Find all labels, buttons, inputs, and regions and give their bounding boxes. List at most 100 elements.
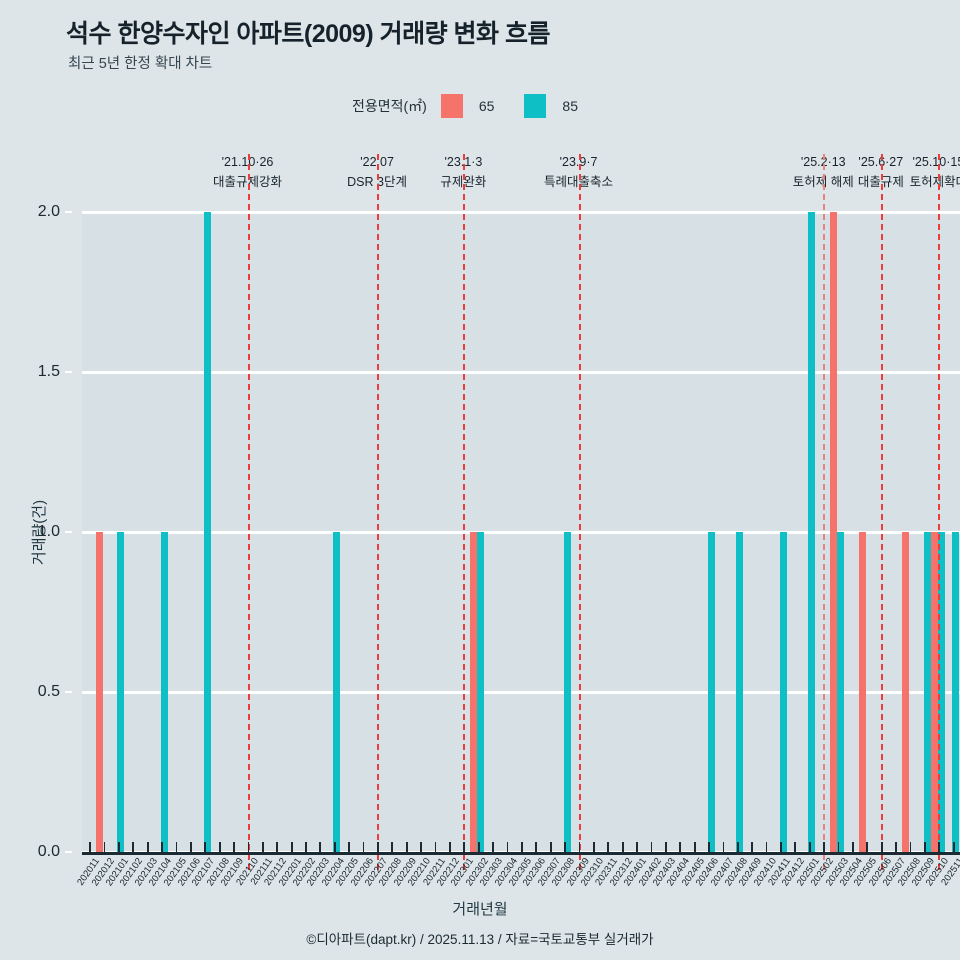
y-axis: 0.0 0.5 1.0 1.5 2.0 xyxy=(0,203,72,860)
x-tick-mark xyxy=(233,842,235,853)
bar-65-202510[interactable] xyxy=(930,532,938,852)
x-tick-mark xyxy=(247,842,250,853)
x-tick-mark xyxy=(89,842,91,853)
x-tick-mark xyxy=(866,842,869,853)
x-axis-line xyxy=(82,852,960,855)
x-tick-mark xyxy=(650,842,653,853)
x-tick-mark xyxy=(909,842,912,853)
legend-label-65: 65 xyxy=(478,98,495,114)
x-tick-mark xyxy=(621,842,624,853)
x-tick-mark xyxy=(722,842,725,853)
x-tick-mark xyxy=(189,842,192,853)
footer-note: ©디아파트(dapt.kr) / 2025.11.13 / 자료=국토교통부 실… xyxy=(306,932,654,947)
y-tick-label: 0.0 xyxy=(37,843,60,860)
x-tick-mark xyxy=(377,842,379,853)
x-tick-mark xyxy=(938,842,941,853)
bar-65-202302[interactable] xyxy=(470,532,478,852)
bar-85-202204[interactable] xyxy=(333,532,341,852)
x-tick-mark xyxy=(736,842,739,853)
bar-85-202308[interactable] xyxy=(563,532,571,852)
x-tick-mark xyxy=(765,842,768,853)
x-tick-mark xyxy=(276,842,279,853)
x-tick-mark xyxy=(204,842,207,853)
x-tick-mark xyxy=(837,842,840,853)
bar-65-202503[interactable] xyxy=(830,212,838,852)
legend: 전용면적(㎡) 65 85 xyxy=(0,94,960,118)
legend-item-65[interactable]: 65 xyxy=(440,94,525,118)
event-date: '25.10·15 xyxy=(912,155,960,169)
x-tick-mark xyxy=(218,842,221,853)
bar-85-202411[interactable] xyxy=(779,532,787,852)
event-line-202510 xyxy=(938,154,941,870)
event-annotation-202510: '25.10·15 토허제확대 xyxy=(910,152,960,192)
bar-85-202107[interactable] xyxy=(203,212,211,852)
bar-85-202408[interactable] xyxy=(736,532,744,852)
x-tick-mark xyxy=(391,842,394,853)
page-title: 석수 한양수자인 아파트(2009) 거래량 변화 흐름 xyxy=(66,20,551,48)
legend-label-85: 85 xyxy=(562,98,578,114)
x-tick-mark xyxy=(333,842,336,853)
y-tick-mark xyxy=(65,531,72,533)
x-axis-ticks xyxy=(82,842,960,854)
x-tick-mark xyxy=(592,842,595,853)
bar-85-202511[interactable] xyxy=(952,532,960,852)
bar-85-202501[interactable] xyxy=(808,212,816,852)
x-tick-mark xyxy=(924,842,926,853)
x-tick-mark xyxy=(535,842,538,853)
y-tick-mark xyxy=(65,851,72,853)
x-tick-mark xyxy=(175,842,178,853)
x-tick-mark xyxy=(161,842,163,853)
y-tick-label: 1.5 xyxy=(37,363,60,380)
x-tick-mark xyxy=(103,842,106,853)
bar-85-202509[interactable] xyxy=(923,532,931,852)
x-tick-mark xyxy=(564,842,566,853)
y-tick-mark xyxy=(65,691,72,693)
legend-item-85[interactable]: 85 xyxy=(524,94,608,118)
y-tick-mark xyxy=(65,211,72,213)
x-tick-mark xyxy=(506,842,509,853)
x-tick-mark xyxy=(132,842,135,853)
bar-85-202510[interactable] xyxy=(937,532,945,852)
legend-swatch-85 xyxy=(524,94,547,118)
x-tick-mark xyxy=(780,842,782,853)
x-tick-mark xyxy=(664,842,667,853)
event-date: '23.1·3 xyxy=(444,155,483,169)
x-tick-mark xyxy=(434,842,437,853)
x-tick-mark xyxy=(808,842,811,853)
event-line-202110 xyxy=(247,154,250,870)
y-tick-label: 2.0 xyxy=(37,203,60,220)
event-line-202502 xyxy=(823,154,826,870)
x-tick-mark xyxy=(823,842,826,853)
x-tick-mark xyxy=(549,842,552,853)
x-tick-mark xyxy=(362,842,365,853)
x-tick-mark xyxy=(852,842,854,853)
x-tick-mark xyxy=(794,842,797,853)
legend-title: 전용면적(㎡) xyxy=(351,98,427,114)
x-tick-mark xyxy=(679,842,682,853)
bar-85-202302[interactable] xyxy=(477,532,485,852)
x-tick-mark xyxy=(636,842,638,853)
bar-85-202101[interactable] xyxy=(117,532,125,852)
plot-area xyxy=(82,154,960,870)
x-tick-mark xyxy=(463,842,466,853)
x-tick-mark xyxy=(751,842,754,853)
x-tick-mark xyxy=(492,842,494,853)
x-tick-mark xyxy=(319,842,322,853)
event-line-202506 xyxy=(880,154,883,870)
x-tick-mark xyxy=(305,842,307,853)
x-tick-mark xyxy=(578,842,581,853)
bar-85-202503[interactable] xyxy=(837,532,845,852)
y-tick-mark xyxy=(65,371,72,373)
x-tick-mark xyxy=(880,842,883,853)
bar-65-202505[interactable] xyxy=(858,532,866,852)
x-tick-mark xyxy=(952,842,955,853)
x-tick-mark xyxy=(477,842,480,853)
x-axis-title: 거래년월 xyxy=(452,901,508,918)
gridline xyxy=(82,530,960,534)
y-tick-label: 1.0 xyxy=(37,523,60,540)
bar-85-202104[interactable] xyxy=(160,532,168,852)
bar-85-202406[interactable] xyxy=(707,532,715,852)
bar-65-202508[interactable] xyxy=(902,532,910,852)
bar-65-202012[interactable] xyxy=(96,532,104,852)
event-text: 토허제확대 xyxy=(909,175,960,189)
